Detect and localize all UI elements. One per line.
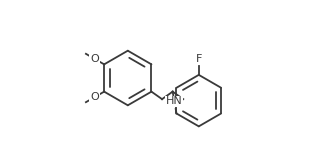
Text: HN: HN (166, 96, 183, 107)
Text: O: O (90, 92, 99, 102)
Text: O: O (90, 54, 99, 64)
Text: F: F (196, 54, 202, 64)
